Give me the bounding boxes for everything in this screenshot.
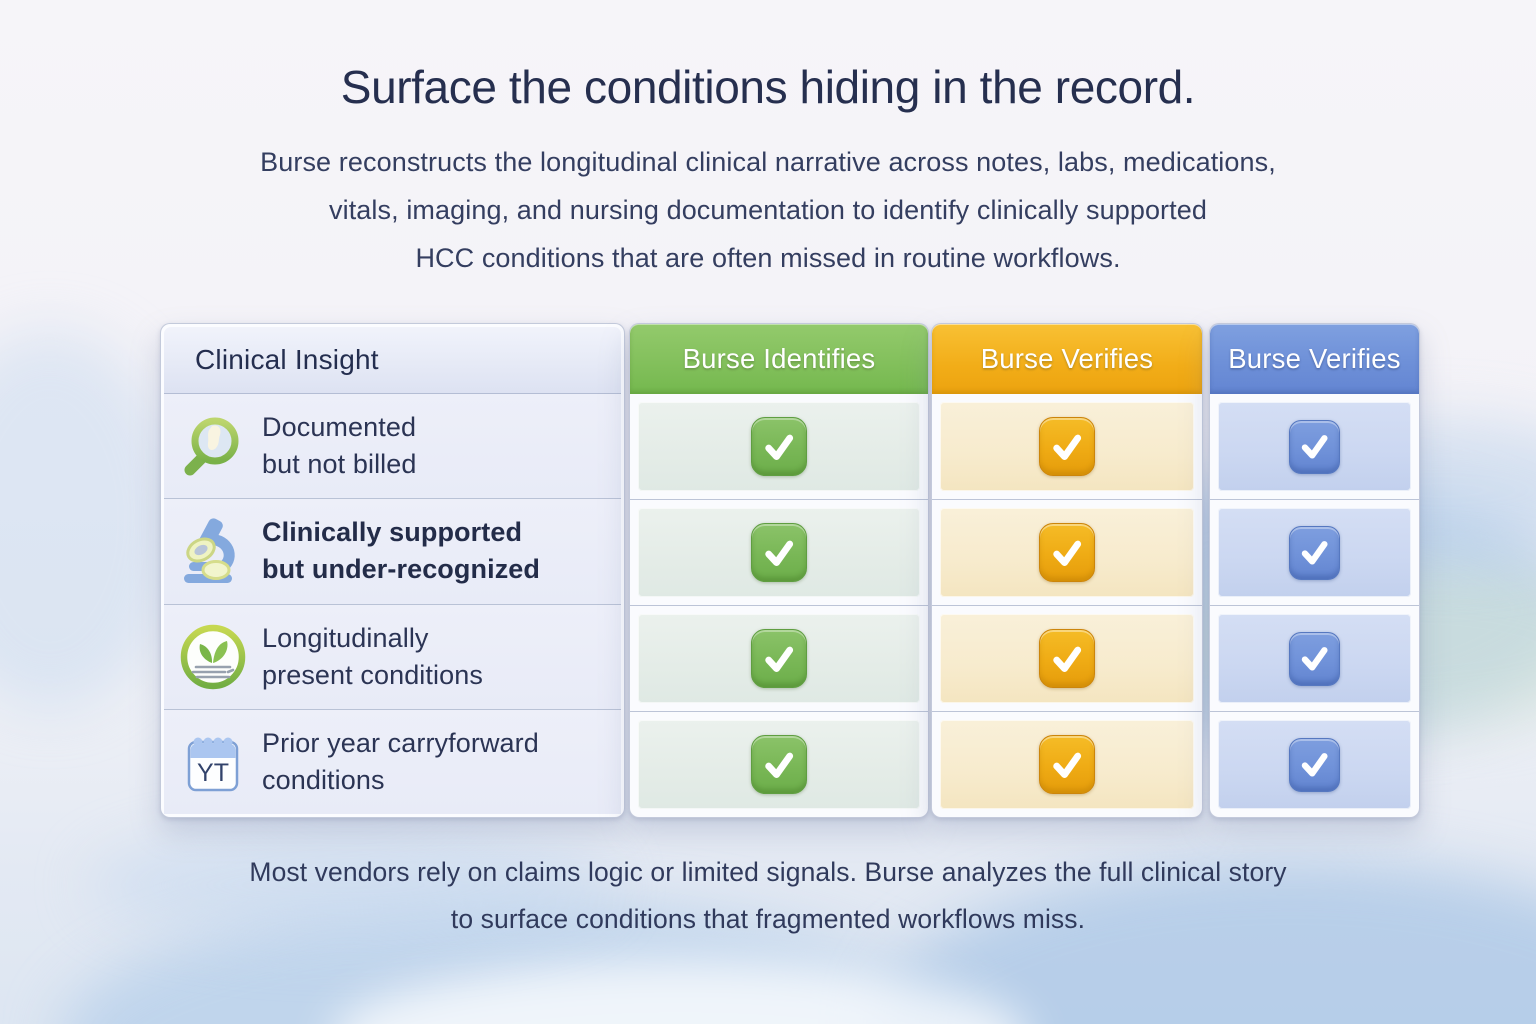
check-icon bbox=[1053, 646, 1082, 672]
check-icon bbox=[765, 646, 794, 672]
insight-header-cell: Clinical Insight bbox=[164, 327, 621, 394]
check-badge bbox=[1039, 629, 1095, 688]
check-badge bbox=[1039, 735, 1095, 794]
row-label-line: Documented bbox=[262, 412, 417, 443]
row-label-line: Prior year carryforward bbox=[262, 727, 539, 758]
insight-row-documented-not-billed: Documented but not billed bbox=[164, 394, 621, 499]
check-cell bbox=[932, 499, 1202, 605]
row-label: Prior year carryforward conditions bbox=[262, 725, 539, 799]
column-header-label: Burse Identifies bbox=[682, 343, 876, 374]
check-cell bbox=[630, 499, 928, 605]
verifies-column-blue: Burse Verifies bbox=[1209, 323, 1420, 818]
check-cell bbox=[1210, 394, 1419, 499]
check-cell bbox=[932, 711, 1202, 817]
row-label-line: Longitudinally bbox=[262, 622, 429, 653]
calendar-icon: YT bbox=[179, 728, 247, 796]
check-cell bbox=[1210, 711, 1419, 817]
check-badge bbox=[751, 735, 807, 794]
check-badge bbox=[1289, 737, 1340, 792]
check-icon bbox=[1301, 647, 1328, 671]
row-label: Clinically supported but under-recognize… bbox=[262, 514, 540, 588]
check-cell bbox=[1210, 605, 1419, 711]
column-header-label: Burse Verifies bbox=[980, 343, 1154, 374]
insight-column: Clinical Insight bbox=[160, 323, 625, 818]
check-badge bbox=[1289, 631, 1340, 686]
footer-note: Most vendors rely on claims logic or lim… bbox=[0, 849, 1536, 943]
check-cell bbox=[630, 394, 928, 499]
check-icon bbox=[1301, 753, 1328, 777]
verifies-column-orange: Burse Verifies bbox=[931, 323, 1203, 818]
column-header-verifies-blue: Burse Verifies bbox=[1210, 324, 1419, 394]
check-icon bbox=[765, 434, 794, 460]
check-badge bbox=[751, 523, 807, 582]
check-icon bbox=[765, 752, 794, 778]
check-icon bbox=[1053, 752, 1082, 778]
column-header-label: Burse Verifies bbox=[1228, 343, 1401, 374]
row-label-line: but under-recognized bbox=[262, 554, 540, 585]
check-badge bbox=[1039, 523, 1095, 582]
insight-row-prior-year: YT Prior year carryforward conditions bbox=[164, 708, 621, 814]
check-icon bbox=[1301, 435, 1328, 459]
insight-header-label: Clinical Insight bbox=[195, 344, 379, 375]
check-icon bbox=[1053, 434, 1082, 460]
check-badge bbox=[1289, 525, 1340, 580]
row-label-line: present conditions bbox=[262, 659, 483, 690]
insight-row-longitudinal: Longitudinally present conditions bbox=[164, 603, 621, 709]
hero-subtitle-line: HCC conditions that are often missed in … bbox=[415, 243, 1121, 273]
sprout-icon bbox=[179, 623, 247, 691]
check-badge bbox=[1039, 417, 1095, 476]
hero-subtitle-line: vitals, imaging, and nursing documentati… bbox=[329, 195, 1207, 225]
column-header-verifies-orange: Burse Verifies bbox=[932, 324, 1202, 394]
calendar-icon-text: YT bbox=[197, 759, 229, 787]
identifies-column: Burse Identifies bbox=[629, 323, 929, 818]
row-label-line: conditions bbox=[262, 764, 385, 795]
magnifier-icon bbox=[179, 412, 247, 480]
check-badge bbox=[1289, 419, 1340, 474]
row-label-line: Clinically supported bbox=[262, 517, 523, 548]
check-icon bbox=[1301, 541, 1328, 565]
check-cell bbox=[1210, 499, 1419, 605]
check-cell bbox=[630, 605, 928, 711]
row-label: Longitudinally present conditions bbox=[262, 620, 483, 694]
check-icon bbox=[1053, 540, 1082, 566]
comparison-table: Clinical Insight bbox=[160, 323, 1420, 818]
check-cell bbox=[932, 605, 1202, 711]
page-title: Surface the conditions hiding in the rec… bbox=[340, 61, 1196, 113]
column-header-identifies: Burse Identifies bbox=[630, 324, 928, 394]
footer-note-line: to surface conditions that fragmented wo… bbox=[450, 904, 1086, 934]
row-label: Documented but not billed bbox=[262, 409, 417, 483]
check-badge bbox=[751, 629, 807, 688]
microscope-icon bbox=[179, 517, 247, 585]
row-label-line: but not billed bbox=[262, 449, 417, 480]
check-cell bbox=[630, 711, 928, 817]
hero-subtitle: Burse reconstructs the longitudinal clin… bbox=[0, 138, 1536, 282]
check-cell bbox=[932, 394, 1202, 499]
check-icon bbox=[765, 540, 794, 566]
hero-subtitle-line: Burse reconstructs the longitudinal clin… bbox=[260, 147, 1276, 177]
footer-note-line: Most vendors rely on claims logic or lim… bbox=[249, 857, 1287, 887]
cloud-shape bbox=[90, 830, 610, 940]
insight-row-clinically-supported: Clinically supported but under-recognize… bbox=[164, 498, 621, 604]
check-badge bbox=[751, 417, 807, 476]
